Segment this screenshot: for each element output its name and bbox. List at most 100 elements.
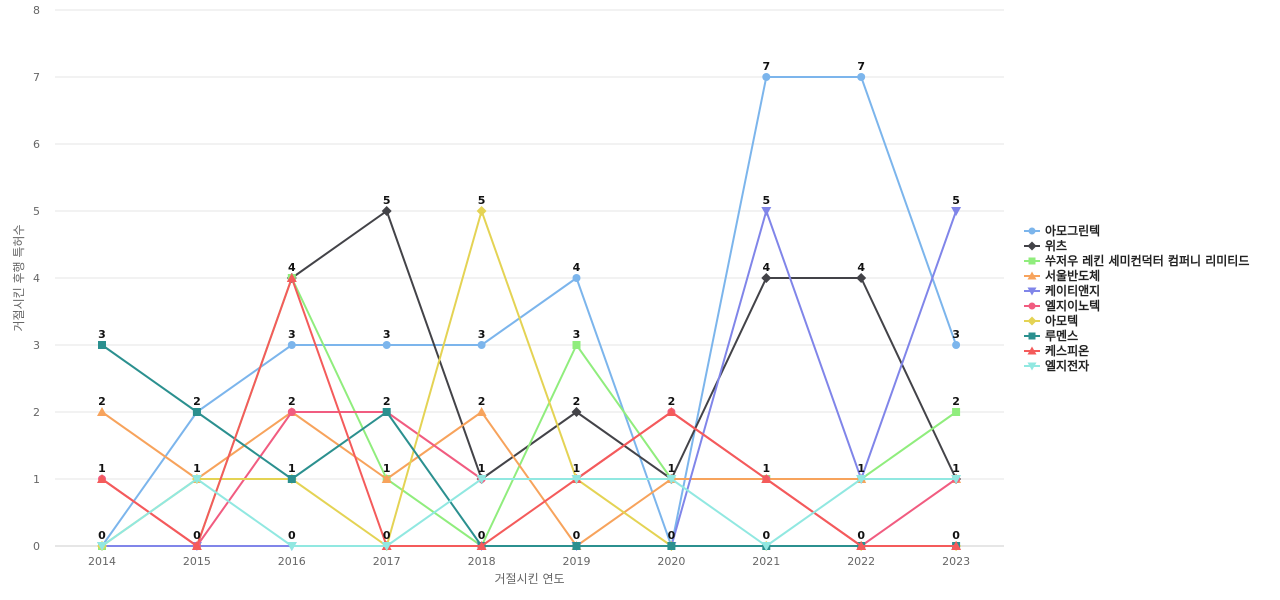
data-point[interactable] <box>382 341 391 349</box>
data-label: 4 <box>573 261 581 274</box>
data-point[interactable] <box>477 341 486 349</box>
data-point[interactable] <box>666 475 677 484</box>
data-point[interactable] <box>666 407 677 416</box>
series-line[interactable] <box>102 210 958 547</box>
legend-marker[interactable] <box>1027 346 1037 355</box>
legend-marker[interactable] <box>1027 271 1037 280</box>
legend-marker[interactable] <box>1028 302 1036 310</box>
data-label: 3 <box>98 328 106 341</box>
data-point[interactable] <box>381 474 392 483</box>
data-point[interactable] <box>382 408 391 416</box>
data-point[interactable] <box>286 542 297 551</box>
legend-marker[interactable] <box>1028 227 1036 235</box>
legend-label: 아모텍 <box>1045 313 1078 328</box>
data-label: 0 <box>478 529 486 542</box>
data-label: 1 <box>857 462 865 475</box>
data-point[interactable] <box>571 475 582 484</box>
data-point[interactable] <box>98 341 106 349</box>
y-tick-label: 4 <box>33 272 40 285</box>
data-label: 7 <box>762 60 770 73</box>
data-point[interactable] <box>571 407 582 417</box>
legend-label: 케이티앤지 <box>1045 283 1100 298</box>
data-point[interactable] <box>572 274 581 282</box>
data-label: 2 <box>573 395 581 408</box>
data-point[interactable] <box>476 206 487 216</box>
data-point[interactable] <box>761 474 772 483</box>
data-point[interactable] <box>287 341 296 349</box>
data-point[interactable] <box>476 541 487 550</box>
data-point[interactable] <box>381 206 392 216</box>
data-point[interactable] <box>286 273 297 282</box>
data-point[interactable] <box>761 207 772 216</box>
legend-marker[interactable] <box>1028 257 1036 265</box>
data-point[interactable] <box>476 475 487 484</box>
legend-marker[interactable] <box>1027 241 1037 251</box>
legend-item[interactable]: 쑤저우 레킨 세미컨덕터 컴퍼니 리미티드 <box>1024 253 1249 268</box>
data-point[interactable] <box>856 273 867 283</box>
data-point[interactable] <box>952 341 961 349</box>
data-label: 5 <box>383 194 391 207</box>
data-point[interactable] <box>951 541 962 550</box>
data-point[interactable] <box>762 73 771 81</box>
y-tick-label: 8 <box>33 4 40 17</box>
legend-label: 엘지전자 <box>1045 358 1089 373</box>
data-point[interactable] <box>476 407 487 416</box>
data-label: 0 <box>952 529 960 542</box>
series-line[interactable] <box>101 76 958 547</box>
series-group <box>97 73 962 551</box>
y-axis-title: 거절시킨 후행 특허수 <box>11 225 26 332</box>
legend-item[interactable]: 루멘스 <box>1024 328 1078 343</box>
legend-item[interactable]: 엘지이노텍 <box>1024 298 1100 313</box>
series-line[interactable] <box>101 210 957 547</box>
legend-item[interactable]: 서울반도체 <box>1024 268 1100 283</box>
data-point[interactable] <box>761 542 772 551</box>
data-point[interactable] <box>381 542 392 551</box>
legend-item[interactable]: 아모그린텍 <box>1024 223 1100 238</box>
data-point[interactable] <box>97 407 107 416</box>
data-point[interactable] <box>951 475 962 484</box>
data-point[interactable] <box>856 475 867 484</box>
legend-item[interactable]: 케스피온 <box>1024 343 1089 358</box>
legend-item[interactable]: 엘지전자 <box>1024 358 1089 373</box>
series-line[interactable] <box>101 344 957 547</box>
data-point[interactable] <box>287 475 296 483</box>
data-label: 7 <box>857 60 865 73</box>
legend-marker[interactable] <box>1028 332 1036 340</box>
legend-marker[interactable] <box>1027 287 1037 296</box>
x-tick-label: 2016 <box>278 555 306 568</box>
legend-label: 엘지이노텍 <box>1045 298 1100 313</box>
data-point[interactable] <box>97 542 107 551</box>
data-point[interactable] <box>191 541 202 550</box>
data-point[interactable] <box>572 341 581 349</box>
data-label: 2 <box>98 395 106 408</box>
data-label: 0 <box>857 529 865 542</box>
data-label: 5 <box>952 194 960 207</box>
data-label: 1 <box>668 462 676 475</box>
data-label: 0 <box>383 529 391 542</box>
data-point[interactable] <box>952 408 961 416</box>
series-line[interactable] <box>101 478 957 547</box>
legend-item[interactable]: 위츠 <box>1024 239 1067 253</box>
legend-item[interactable]: 케이티앤지 <box>1024 283 1100 298</box>
data-label: 1 <box>573 462 581 475</box>
data-point[interactable] <box>97 474 107 483</box>
legend-label: 쑤저우 레킨 세미컨덕터 컴퍼니 리미티드 <box>1045 253 1249 268</box>
legend-marker[interactable] <box>1027 362 1037 371</box>
data-point[interactable] <box>951 207 962 216</box>
data-point[interactable] <box>667 542 676 550</box>
legend-item[interactable]: 아모텍 <box>1024 313 1078 328</box>
data-label: 0 <box>762 529 770 542</box>
x-tick-label: 2019 <box>563 555 591 568</box>
data-point[interactable] <box>191 475 202 484</box>
y-tick-label: 6 <box>33 138 40 151</box>
data-point[interactable] <box>857 73 866 81</box>
legend-marker[interactable] <box>1027 316 1037 326</box>
data-point[interactable] <box>287 408 296 416</box>
data-point[interactable] <box>192 408 201 416</box>
legend-label: 서울반도체 <box>1045 268 1100 283</box>
data-point[interactable] <box>761 273 772 283</box>
legend-label: 루멘스 <box>1045 328 1078 343</box>
data-point[interactable] <box>856 541 867 550</box>
data-point[interactable] <box>572 542 581 550</box>
